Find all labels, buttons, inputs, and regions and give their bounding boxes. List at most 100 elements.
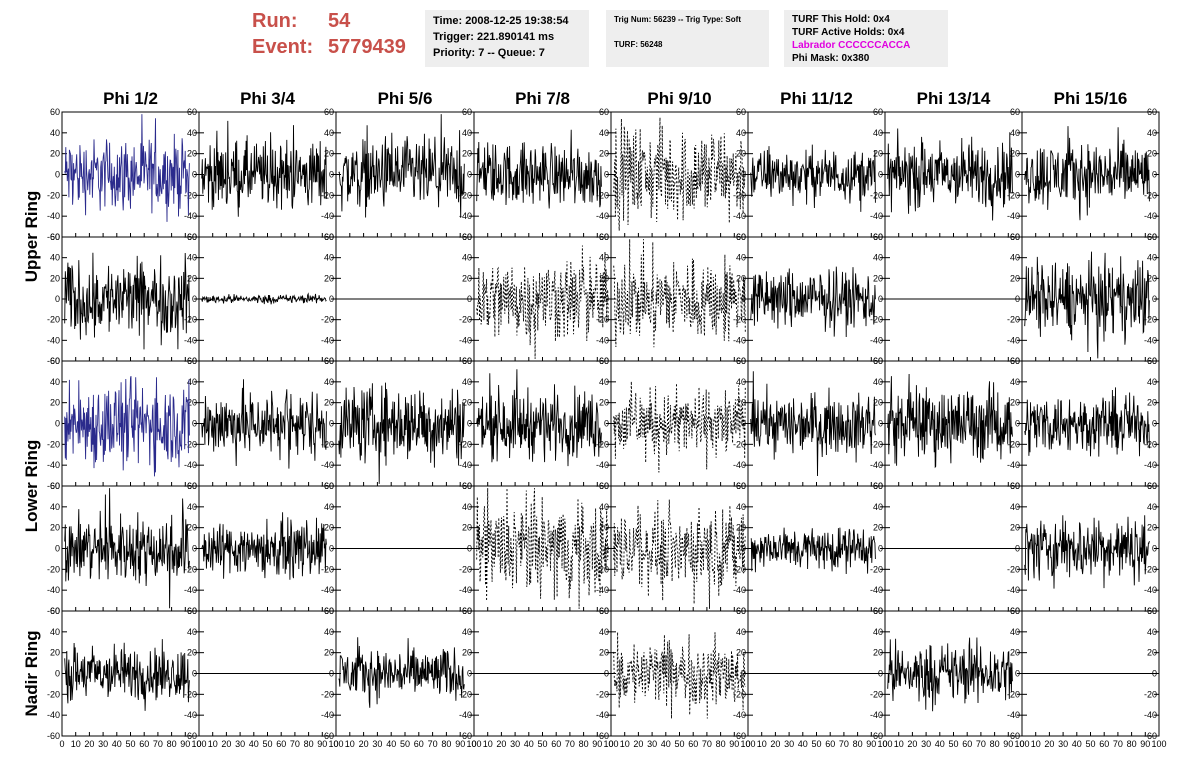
x-tick-label: 30 <box>98 739 108 749</box>
y-tick-label: 40 <box>50 128 60 138</box>
x-tick-label: 50 <box>948 739 958 749</box>
y-tick-label: -60 <box>47 606 60 616</box>
y-tick-label: 20 <box>50 273 60 283</box>
labrador-text: Labrador CCCCCCACCA <box>792 40 911 51</box>
y-tick-label: -20 <box>459 689 472 699</box>
y-tick-label: 0 <box>329 170 334 180</box>
turf-active-text: TURF Active Holds: 0x4 <box>792 27 905 38</box>
y-tick-label: 40 <box>324 253 334 263</box>
x-tick-label: 80 <box>579 739 589 749</box>
y-tick-label: -40 <box>459 211 472 221</box>
run-value: 54 <box>328 10 351 32</box>
x-tick-label: 0 <box>59 739 64 749</box>
y-tick-label: 60 <box>873 481 883 491</box>
y-tick-label: -40 <box>870 585 883 595</box>
trig-info-box: Trig Num: 56239 -- Trig Type: Soft TURF:… <box>606 10 769 67</box>
y-tick-label: 60 <box>50 481 60 491</box>
y-tick-label: 40 <box>1010 502 1020 512</box>
y-tick-label: -40 <box>733 585 746 595</box>
y-tick-label: 40 <box>1147 377 1157 387</box>
y-tick-label: -20 <box>870 315 883 325</box>
x-tick-label: 40 <box>249 739 259 749</box>
y-tick-label: -20 <box>321 190 334 200</box>
waveform-trace <box>1024 251 1150 359</box>
y-tick-label: -40 <box>870 460 883 470</box>
y-tick-label: 0 <box>1152 419 1157 429</box>
y-tick-label: 20 <box>50 398 60 408</box>
row-group-label: Upper Ring <box>22 191 41 283</box>
x-tick-label: 70 <box>839 739 849 749</box>
y-tick-label: 60 <box>599 356 609 366</box>
row-group-label: Nadir Ring <box>22 631 41 717</box>
y-tick-label: 0 <box>878 170 883 180</box>
y-tick-label: 40 <box>873 377 883 387</box>
y-tick-label: -60 <box>47 731 60 741</box>
x-tick-label: 100 <box>191 739 206 749</box>
y-tick-label: -60 <box>321 731 334 741</box>
y-tick-label: 20 <box>187 273 197 283</box>
y-tick-label: 20 <box>462 523 472 533</box>
y-tick-label: 60 <box>324 606 334 616</box>
y-tick-label: -40 <box>459 585 472 595</box>
x-tick-label: 10 <box>71 739 81 749</box>
waveform-trace <box>887 373 1013 469</box>
trigger-text: Trigger: 221.890141 ms <box>433 31 555 43</box>
y-tick-label: 40 <box>1147 502 1157 512</box>
y-tick-label: 40 <box>187 128 197 138</box>
x-tick-label: 30 <box>647 739 657 749</box>
x-tick-label: 10 <box>894 739 904 749</box>
x-tick-label: 80 <box>167 739 177 749</box>
time-info-box: Time: 2008-12-25 19:38:54 Trigger: 221.8… <box>425 10 589 67</box>
y-tick-label: 40 <box>599 502 609 512</box>
column-label: Phi 11/12 <box>780 89 853 108</box>
y-tick-label: -60 <box>733 731 746 741</box>
y-tick-label: -20 <box>321 315 334 325</box>
y-tick-label: -40 <box>733 460 746 470</box>
y-tick-label: -40 <box>733 211 746 221</box>
y-tick-label: 20 <box>736 273 746 283</box>
y-tick-label: 20 <box>599 273 609 283</box>
y-tick-label: -40 <box>321 460 334 470</box>
x-tick-label: 50 <box>674 739 684 749</box>
y-tick-label: 20 <box>1010 398 1020 408</box>
y-tick-label: 20 <box>187 149 197 159</box>
y-tick-label: 20 <box>873 523 883 533</box>
y-tick-label: -40 <box>870 211 883 221</box>
y-tick-label: 20 <box>1010 273 1020 283</box>
y-tick-label: -40 <box>733 710 746 720</box>
waveform-trace <box>64 114 190 222</box>
y-tick-label: 20 <box>599 648 609 658</box>
y-tick-label: 40 <box>736 627 746 637</box>
y-tick-label: 20 <box>599 149 609 159</box>
x-tick-label: 50 <box>400 739 410 749</box>
y-tick-label: 20 <box>187 398 197 408</box>
y-tick-label: -40 <box>1007 211 1020 221</box>
y-tick-label: -20 <box>596 439 609 449</box>
x-tick-label: 100 <box>877 739 892 749</box>
y-tick-label: 0 <box>55 669 60 679</box>
x-tick-label: 40 <box>798 739 808 749</box>
x-tick-label: 80 <box>990 739 1000 749</box>
y-tick-label: 60 <box>187 606 197 616</box>
y-tick-label: -40 <box>1144 585 1157 595</box>
x-tick-label: 70 <box>290 739 300 749</box>
y-tick-label: 60 <box>736 232 746 242</box>
y-tick-label: -40 <box>47 460 60 470</box>
y-tick-label: 40 <box>1010 253 1020 263</box>
x-tick-label: 50 <box>262 739 272 749</box>
y-tick-label: 20 <box>1010 648 1020 658</box>
y-tick-label: -40 <box>47 211 60 221</box>
y-tick-label: -20 <box>596 190 609 200</box>
y-tick-label: 60 <box>1010 107 1020 117</box>
x-tick-label: 90 <box>866 739 876 749</box>
y-tick-label: -40 <box>870 710 883 720</box>
y-tick-label: 0 <box>467 170 472 180</box>
y-tick-label: -20 <box>1144 564 1157 574</box>
y-tick-label: 60 <box>736 356 746 366</box>
y-tick-label: -20 <box>184 190 197 200</box>
y-tick-label: 0 <box>55 294 60 304</box>
x-tick-label: 40 <box>524 739 534 749</box>
y-tick-label: -20 <box>596 689 609 699</box>
x-tick-label: 80 <box>1127 739 1137 749</box>
y-tick-label: 40 <box>736 502 746 512</box>
